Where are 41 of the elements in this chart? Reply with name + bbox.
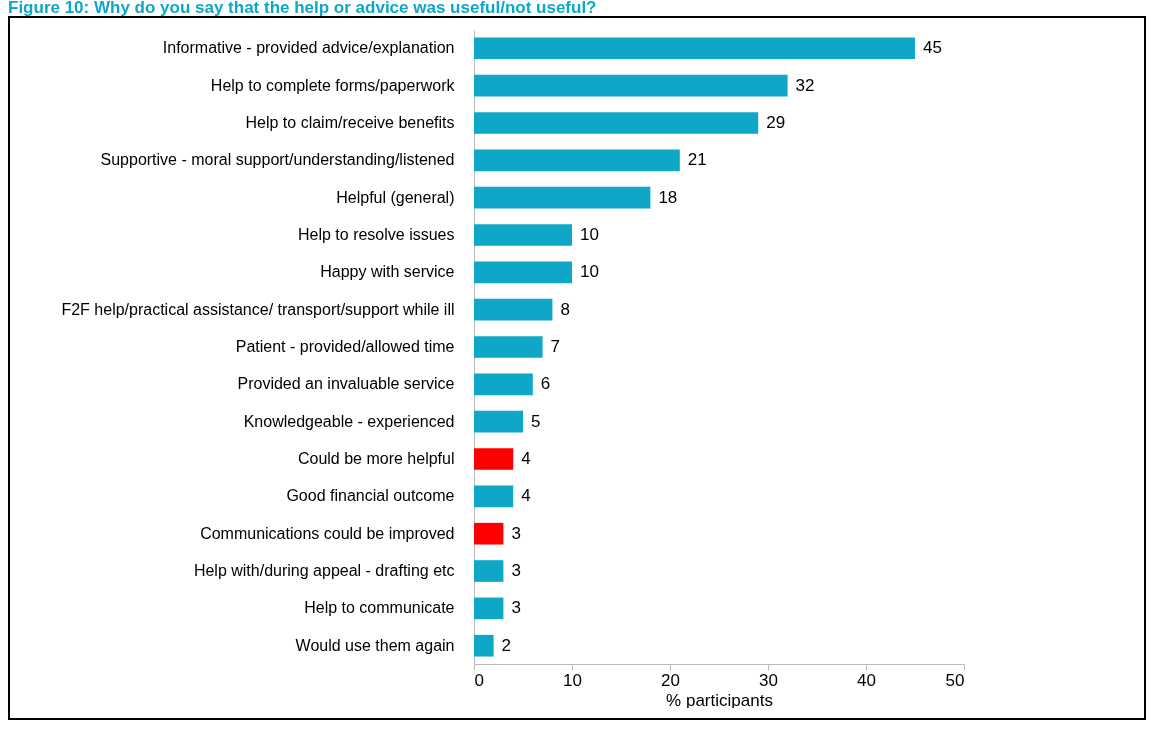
data-label: 21	[687, 150, 707, 170]
y-tick-label: Help with/during appeal - drafting etc	[193, 562, 455, 580]
text: Figure 10: Why do you say that the help or advice was useful/not useful?	[8, 0, 598, 17]
data-label: 4	[521, 486, 531, 506]
y-tick-label: Communications could be improved	[200, 524, 455, 542]
y-tick-label: Help to communicate	[304, 599, 455, 617]
data-label: 29	[766, 112, 786, 132]
data-label: 2	[501, 635, 512, 655]
x-tick-label: 30	[759, 670, 778, 690]
y-tick-label: Could be more helpful	[297, 450, 455, 468]
y-tick-label: Supportive - moral support/understanding/listened	[100, 151, 455, 169]
data-label: 10	[580, 262, 599, 282]
x-tick-label: 50	[945, 670, 965, 690]
y-tick-label: Good financial outcome	[286, 487, 455, 505]
y-tick-label: F2F help/practical assistance/ transport/support while ill	[61, 300, 455, 318]
y-tick-label: Help to claim/receive benefits	[245, 113, 455, 131]
x-tick-label: 40	[857, 670, 876, 690]
y-tick-label: Helpful (general)	[336, 188, 455, 206]
y-tick-label: Provided an invaluable service	[237, 375, 455, 393]
data-label: 6	[540, 374, 551, 394]
y-tick-label: Help to resolve issues	[297, 225, 455, 243]
data-label: 4	[521, 449, 531, 469]
y-tick-label: Informative - provided advice/explanation	[162, 39, 455, 57]
data-label: 8	[560, 299, 570, 319]
x-tick-label: 0	[474, 670, 484, 690]
data-label: 7	[550, 337, 561, 356]
x-tick-label: 20	[661, 670, 680, 690]
data-label: 3	[511, 523, 521, 543]
y-tick-label: Happy with service	[320, 263, 455, 281]
data-label: 45	[923, 38, 942, 58]
y-tick-label: Knowledgeable - experienced	[243, 412, 455, 430]
data-label: 32	[795, 75, 815, 95]
data-label: 3	[511, 561, 521, 581]
x-tick-label: 10	[563, 670, 582, 690]
data-label: 18	[658, 187, 678, 207]
data-label: 10	[580, 224, 599, 244]
y-tick-label: Patient - provided/allowed time	[235, 338, 455, 355]
data-label: 5	[531, 411, 541, 431]
data-label: 3	[511, 598, 521, 618]
y-tick-label: Help to complete forms/paperwork	[210, 76, 456, 94]
y-tick-label: Would use them again	[295, 636, 455, 654]
